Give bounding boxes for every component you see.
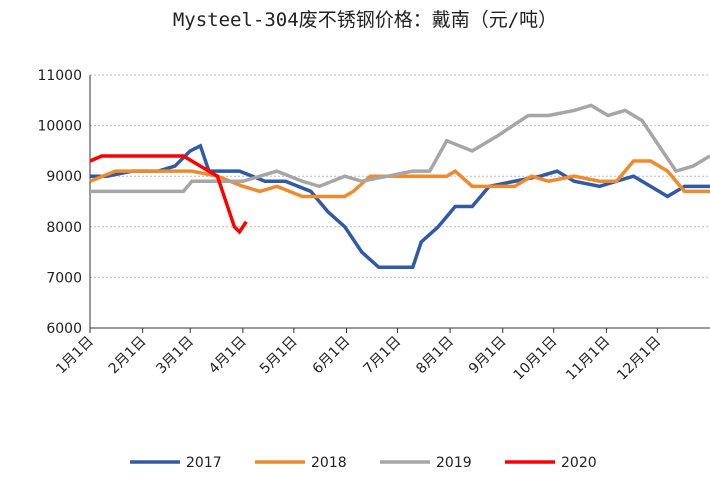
series-line (90, 143, 710, 270)
x-tick-label: 12月1日 (614, 334, 664, 384)
y-tick-label: 10000 (37, 119, 82, 135)
x-tick-label: 9月1日 (466, 334, 510, 378)
y-tick-label: 9000 (46, 169, 82, 185)
legend-label: 2018 (311, 455, 347, 471)
x-tick-label: 2月1日 (106, 334, 150, 378)
x-tick-label: 5月1日 (257, 334, 301, 378)
x-tick-label: 10月1日 (511, 334, 561, 384)
y-tick-label: 11000 (37, 68, 82, 84)
x-tick-label: 11月1日 (563, 334, 613, 384)
y-tick-label: 8000 (46, 220, 82, 236)
x-tick-label: 1月1日 (53, 334, 97, 378)
legend-label: 2020 (561, 455, 597, 471)
x-tick-label: 3月1日 (153, 334, 197, 378)
series-line (89, 159, 710, 199)
chart-title: Mysteel-304废不锈钢价格：戴南（元/吨） (173, 9, 557, 31)
legend-label: 2017 (186, 455, 222, 471)
x-tick-label: 8月1日 (413, 334, 457, 378)
x-tick-label: 6月1日 (310, 334, 354, 378)
x-tick-label: 4月1日 (206, 334, 250, 378)
series-line (90, 103, 710, 194)
y-tick-label: 6000 (46, 321, 82, 337)
x-tick-label: 7月1日 (361, 334, 405, 378)
legend-label: 2019 (436, 455, 472, 471)
y-tick-label: 7000 (46, 270, 82, 286)
series-line (89, 154, 248, 235)
